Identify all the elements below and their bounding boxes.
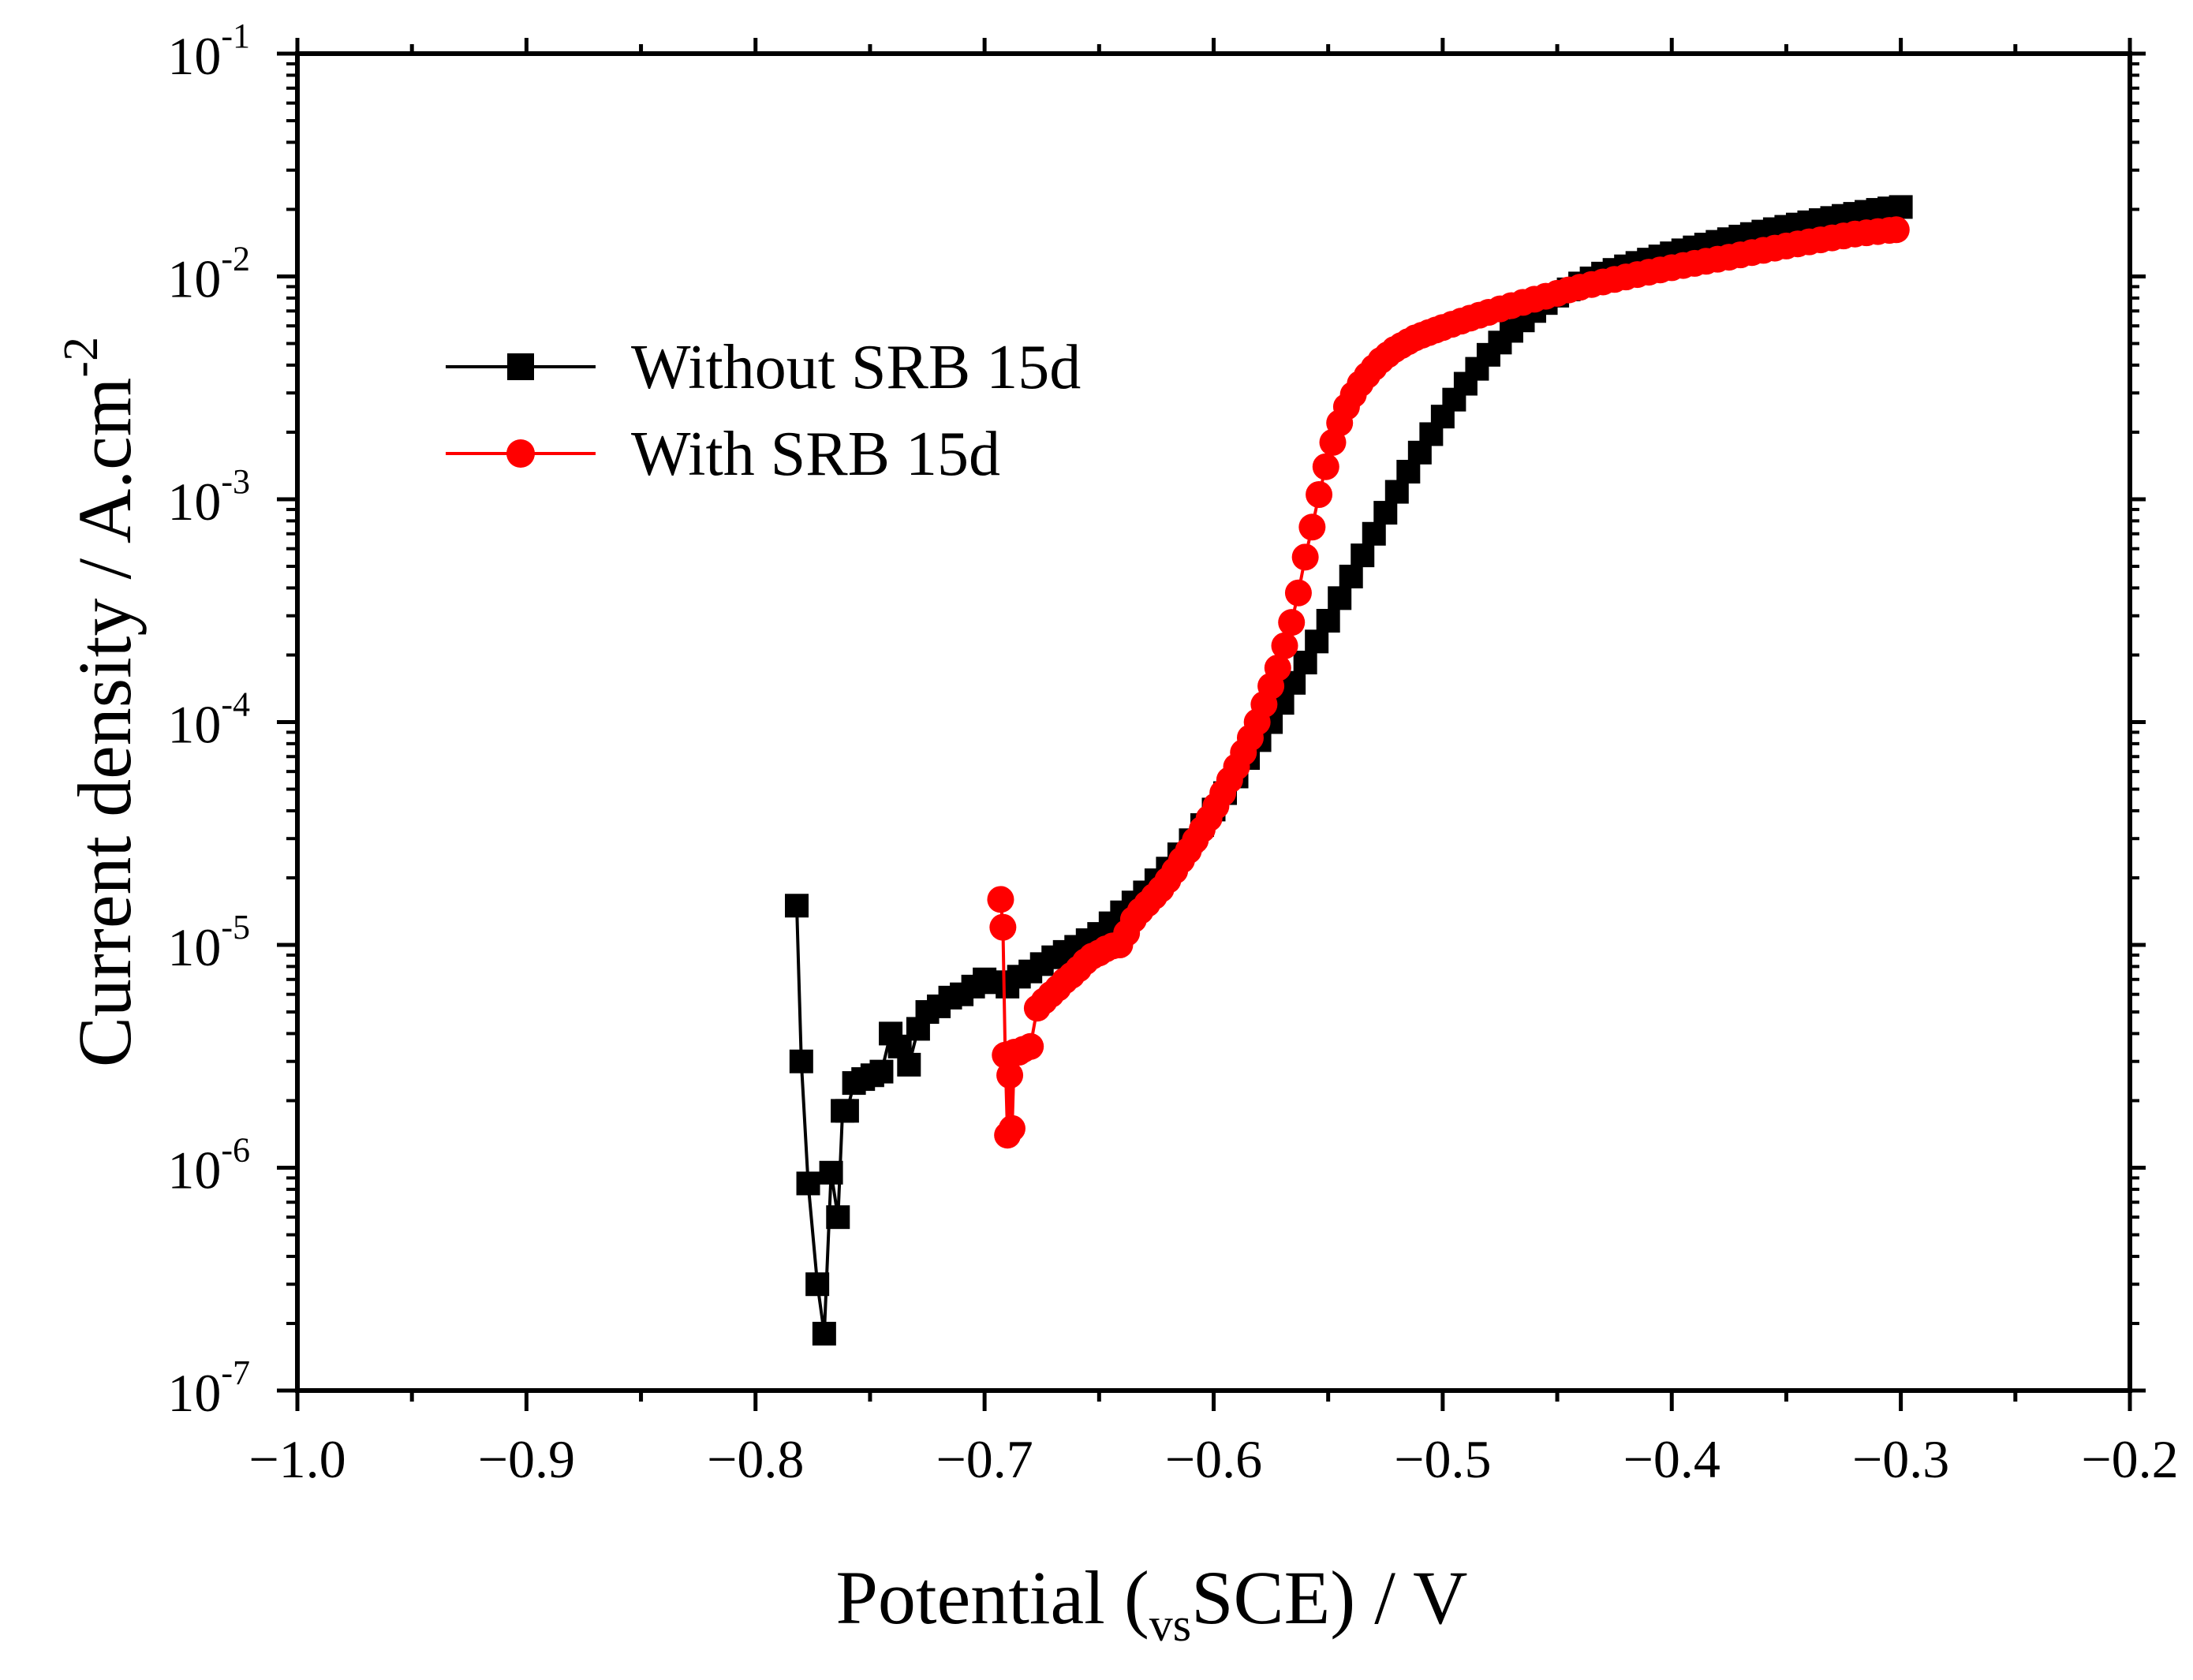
x-tick-label: −0.9: [478, 1429, 575, 1489]
x-tick-label: −0.6: [1165, 1429, 1262, 1489]
data-point-circle: [1271, 632, 1298, 659]
data-point-circle: [1264, 654, 1291, 681]
y-tick-label-base: 10: [167, 1141, 221, 1200]
y-tick-label: 10-7: [167, 1353, 250, 1423]
x-axis-title-main: Potential (: [836, 1555, 1149, 1640]
y-axis-title-main: Current density / A.cm: [62, 378, 147, 1068]
data-point-circle: [987, 886, 1014, 913]
data-point-circle: [1017, 1032, 1044, 1060]
data-point-circle: [1312, 453, 1339, 480]
legend: Without SRB 15d With SRB 15d: [446, 333, 1081, 489]
y-tick-label: 10-1: [167, 17, 250, 86]
x-tick-label: −0.8: [707, 1429, 804, 1489]
data-point-square: [789, 1049, 813, 1073]
y-tick-label: 10-3: [167, 462, 250, 532]
data-point-square: [1362, 521, 1386, 546]
data-point-square: [835, 1099, 859, 1123]
data-point-square: [869, 1059, 894, 1084]
y-tick-label-base: 10: [167, 695, 221, 755]
y-axis-title-superscript: -2: [54, 337, 108, 378]
data-point-circle: [1306, 481, 1333, 509]
y-tick-label-exponent: -2: [221, 240, 250, 278]
data-series: [785, 195, 1913, 1346]
y-tick-label-exponent: -6: [221, 1131, 250, 1170]
legend-marker-circle: [506, 439, 535, 468]
y-tick-label: 10-4: [167, 685, 250, 755]
data-point-square: [796, 1171, 820, 1196]
data-point-circle: [1278, 609, 1306, 637]
y-tick-label-exponent: -4: [221, 685, 250, 724]
y-tick-label-base: 10: [167, 472, 221, 532]
data-point-square: [1373, 501, 1398, 525]
y-tick-label-exponent: -1: [221, 17, 250, 55]
x-tick-label: −0.5: [1394, 1429, 1491, 1489]
plot-area-frame: [295, 51, 2132, 1393]
x-tick-label: −0.2: [2081, 1429, 2178, 1489]
y-tick-label-base: 10: [167, 917, 221, 977]
x-axis-title-tail: SCE) / V: [1191, 1555, 1467, 1640]
legend-item-with-srb: With SRB 15d: [446, 420, 1000, 489]
y-tick-label: 10-2: [167, 240, 250, 309]
data-point-square: [826, 1205, 850, 1230]
data-point-circle: [1882, 216, 1910, 244]
data-point-square: [812, 1321, 836, 1346]
x-tick-label: −1.0: [248, 1429, 346, 1489]
data-point-square: [1305, 629, 1329, 654]
data-point-square: [1293, 651, 1317, 675]
data-point-circle: [996, 1062, 1024, 1089]
y-tick-label-exponent: -7: [221, 1353, 250, 1392]
x-axis-title: Potential (vsSCE) / V: [836, 1555, 1468, 1651]
data-point-square: [1384, 480, 1409, 504]
y-tick-label-base: 10: [167, 1363, 221, 1423]
data-point-square: [1328, 586, 1352, 610]
data-point-square: [819, 1160, 843, 1185]
data-point-circle: [989, 913, 1017, 941]
data-point-circle: [1284, 579, 1312, 607]
y-tick-label: 10-5: [167, 908, 250, 977]
data-point-square: [805, 1272, 830, 1297]
legend-marker-square: [507, 353, 534, 380]
data-point-circle: [1298, 513, 1326, 541]
y-tick-label-base: 10: [167, 249, 221, 309]
x-axis-title-subscript: vs: [1149, 1599, 1191, 1651]
y-axis-title: Current density / A.cm-2: [54, 337, 147, 1067]
data-point-circle: [1291, 543, 1319, 571]
legend-label-without-srb: Without SRB 15d: [631, 333, 1081, 402]
data-point-square: [785, 894, 809, 918]
x-tick-label: −0.3: [1852, 1429, 1949, 1489]
series-with-srb: [987, 216, 1910, 1149]
data-point-square: [1339, 564, 1363, 588]
data-point-square: [1351, 543, 1375, 568]
x-tick-label: −0.4: [1623, 1429, 1720, 1489]
data-point-square: [1889, 195, 1913, 219]
x-axis-ticks: −1.0 −0.9 −0.8 −0.7 −0.6 −0.5 −0.4 −0.3 −0.2: [248, 38, 2179, 1489]
legend-item-without-srb: Without SRB 15d: [446, 333, 1081, 402]
y-tick-label: 10-6: [167, 1131, 250, 1200]
y-tick-label-exponent: -5: [221, 908, 250, 946]
y-tick-label-base: 10: [167, 26, 221, 86]
y-tick-label-exponent: -3: [221, 462, 250, 501]
data-point-square: [1316, 609, 1340, 633]
legend-label-with-srb: With SRB 15d: [631, 420, 1000, 489]
data-point-square: [897, 1052, 921, 1077]
data-point-circle: [998, 1114, 1026, 1142]
x-tick-label: −0.7: [936, 1429, 1033, 1489]
